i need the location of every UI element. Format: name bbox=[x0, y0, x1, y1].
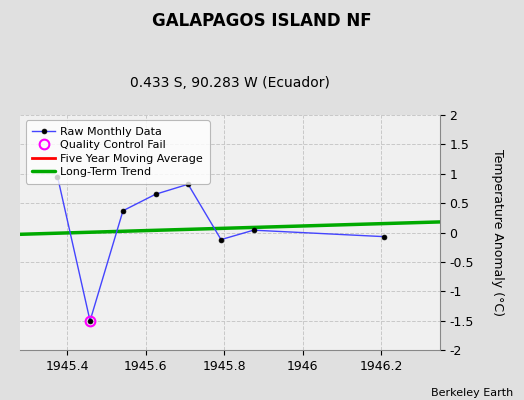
Raw Monthly Data bbox=[152, 192, 159, 197]
Title: 0.433 S, 90.283 W (Ecuador): 0.433 S, 90.283 W (Ecuador) bbox=[130, 76, 330, 90]
Legend: Raw Monthly Data, Quality Control Fail, Five Year Moving Average, Long-Term Tren: Raw Monthly Data, Quality Control Fail, … bbox=[26, 120, 210, 184]
Raw Monthly Data bbox=[250, 228, 257, 232]
Raw Monthly Data bbox=[218, 237, 224, 242]
Raw Monthly Data bbox=[381, 234, 387, 239]
Raw Monthly Data bbox=[87, 318, 93, 323]
Raw Monthly Data bbox=[54, 174, 61, 179]
Line: Raw Monthly Data: Raw Monthly Data bbox=[55, 174, 387, 323]
Raw Monthly Data bbox=[185, 182, 191, 187]
Text: Berkeley Earth: Berkeley Earth bbox=[431, 388, 514, 398]
Text: GALAPAGOS ISLAND NF: GALAPAGOS ISLAND NF bbox=[152, 12, 372, 30]
Raw Monthly Data bbox=[120, 208, 126, 213]
Y-axis label: Temperature Anomaly (°C): Temperature Anomaly (°C) bbox=[491, 149, 504, 316]
